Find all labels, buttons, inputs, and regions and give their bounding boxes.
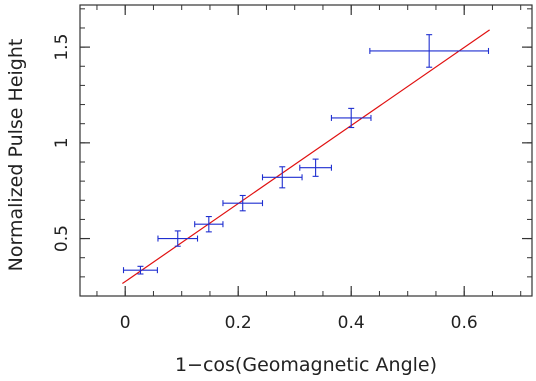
data-point	[299, 158, 332, 177]
x-axis-label: 1−cos(Geomagnetic Angle)	[175, 354, 437, 376]
fit-line	[122, 29, 490, 285]
data-point	[222, 194, 264, 212]
data-point	[261, 166, 303, 189]
x-tick-label: 0.6	[451, 313, 478, 333]
y-axis-label: Normalized Pulse Height	[5, 39, 27, 272]
axis-ticks	[80, 5, 532, 297]
data-point	[157, 230, 199, 247]
x-tick-label: 0.4	[338, 313, 365, 333]
error-bar-points	[122, 34, 490, 275]
y-tick-label: 0.5	[52, 225, 72, 252]
tick-labels: 0 0.2 0.4 0.6 0.5 1 1.5	[52, 34, 478, 333]
y-tick-label: 1.5	[52, 34, 72, 61]
data-point	[194, 215, 224, 233]
x-tick-label: 0.2	[225, 313, 252, 333]
data-point	[122, 265, 158, 275]
data-point	[330, 107, 372, 129]
y-tick-label: 1	[52, 137, 72, 148]
fit-line-layer	[122, 29, 490, 285]
x-tick-label: 0	[120, 313, 131, 333]
data-point	[369, 34, 490, 68]
plot-frame	[79, 4, 533, 297]
